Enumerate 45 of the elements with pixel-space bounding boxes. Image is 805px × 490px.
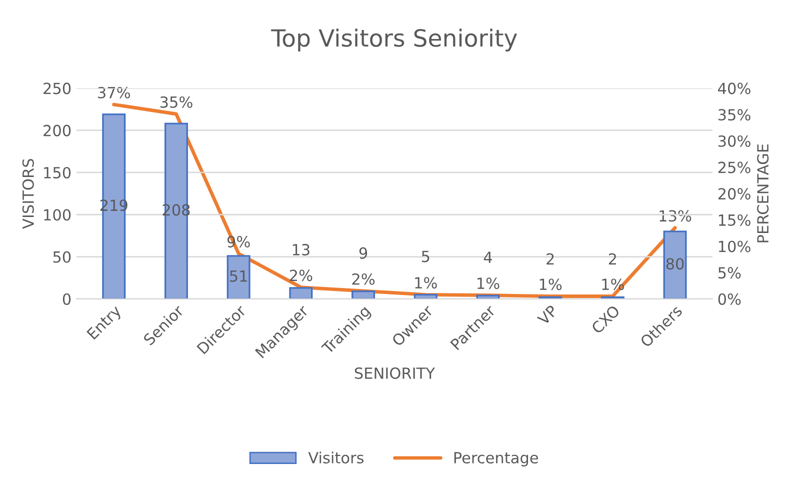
data-label: 1%: [478, 278, 500, 290]
data-label: 13: [292, 244, 310, 256]
data-label: 9: [359, 247, 368, 259]
bar: [414, 294, 438, 299]
y-tick-label: 250: [44, 82, 71, 94]
bar: [352, 290, 376, 299]
bar: [476, 294, 500, 299]
bar: [226, 255, 250, 299]
legend-label: Percentage: [454, 452, 538, 466]
legend-label: Visitors: [308, 452, 364, 464]
data-label: 35%: [160, 96, 192, 108]
y2-tick-label: 40%: [718, 82, 750, 94]
data-label: 80: [666, 258, 684, 270]
y-tick-label: 0: [62, 293, 71, 305]
x-tick-label: VP: [536, 304, 558, 326]
y-axis-title: VISITORS: [22, 158, 34, 229]
y-tick-label: 50: [53, 251, 71, 263]
y2-tick-label: 35%: [718, 109, 750, 121]
data-label: 1%: [540, 278, 562, 290]
data-label: 37%: [98, 86, 130, 98]
x-axis-title: SENIORITY: [354, 367, 436, 379]
data-label: 2: [608, 253, 616, 265]
bar: [164, 122, 188, 299]
y2-tick-label: 5%: [718, 267, 741, 279]
y2-tick-label: 20%: [718, 188, 750, 200]
y2-axis-title: PERCENTAGE: [757, 144, 769, 242]
data-label: 2: [546, 253, 554, 265]
y2-tick-label: 25%: [718, 162, 750, 174]
bar: [289, 287, 313, 299]
data-label: 5: [422, 250, 430, 262]
data-label: 1%: [415, 277, 437, 289]
y2-tick-label: 10%: [718, 240, 750, 252]
bar: [102, 113, 126, 299]
data-label: 2%: [290, 270, 312, 282]
chart-title: Top Visitors Seniority: [271, 28, 518, 52]
y2-tick-label: 0%: [718, 293, 741, 305]
y2-tick-label: 30%: [718, 135, 750, 147]
y-tick-label: 150: [44, 166, 71, 178]
bar: [663, 230, 687, 299]
data-label: 51: [230, 270, 247, 282]
data-label: 4: [484, 252, 492, 263]
y-tick-label: 200: [44, 124, 71, 136]
y2-tick-label: 15%: [718, 214, 750, 226]
data-label: 2%: [352, 273, 375, 285]
y-tick-label: 100: [44, 209, 71, 221]
